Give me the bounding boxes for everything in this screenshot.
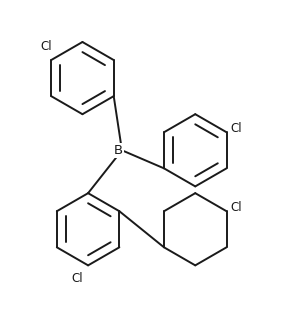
Text: B: B — [114, 144, 123, 157]
Text: Cl: Cl — [230, 122, 242, 135]
Text: Cl: Cl — [71, 272, 83, 285]
Text: Cl: Cl — [230, 201, 242, 214]
Text: Cl: Cl — [41, 40, 53, 53]
